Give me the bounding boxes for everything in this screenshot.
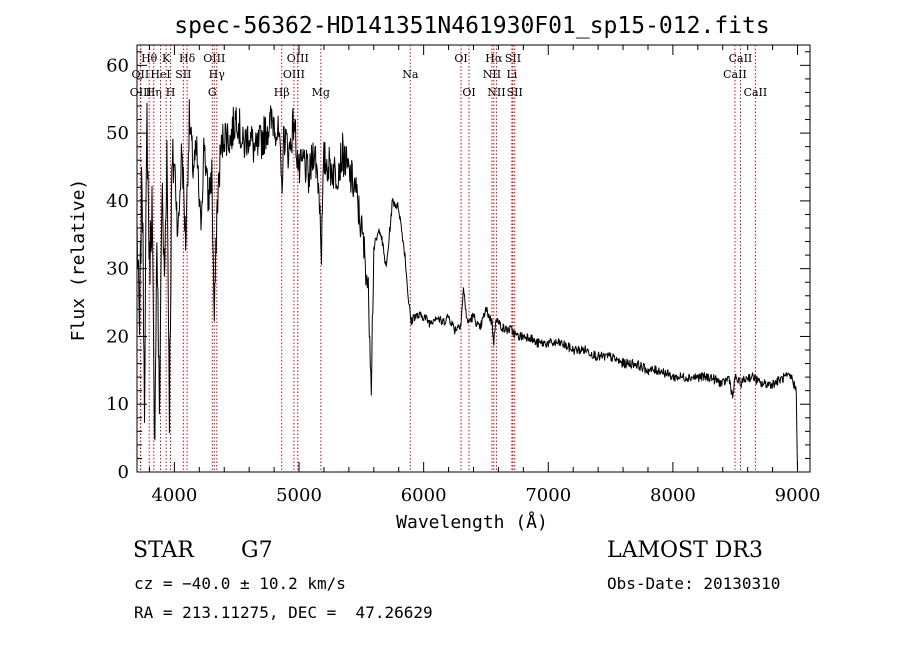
plot-frame	[136, 44, 811, 473]
line-label-9: OIII	[203, 52, 225, 65]
line-label-17: OI	[454, 52, 467, 65]
y-tick-label-6: 60	[106, 55, 129, 76]
line-label-4: HeI	[150, 68, 170, 81]
line-label-15: Mg	[312, 86, 330, 99]
y-tick-label-5: 50	[106, 123, 129, 144]
x-tick-label-2: 6000	[401, 485, 447, 506]
flux-series-line	[136, 99, 798, 473]
line-label-25: CaII	[729, 52, 753, 65]
object-subclass: G7	[241, 538, 273, 563]
line-label-8: Hδ	[179, 52, 196, 65]
line-label-6: H	[166, 86, 176, 99]
axes: 4000 5000 6000 7000 8000 9000 0 10 20 30 40 50 60	[106, 45, 820, 506]
line-label-23: Li	[506, 68, 517, 81]
line-label-18: OI	[462, 86, 475, 99]
survey-name: LAMOST DR3	[607, 538, 763, 563]
line-label-14: OIII	[283, 68, 305, 81]
line-label-19: Hα	[485, 52, 503, 65]
object-type: STAR	[133, 538, 194, 563]
line-label-7: SII	[175, 68, 191, 81]
line-label-12: Hβ	[274, 86, 290, 99]
x-tick-label-5: 9000	[775, 485, 821, 506]
line-label-24: SII	[507, 86, 523, 99]
y-tick-label-0: 0	[118, 462, 129, 483]
line-label-16: Na	[402, 68, 419, 81]
y-axis-label: Flux (relative)	[68, 179, 89, 342]
line-label-5: K	[162, 52, 171, 65]
line-label-21: NII	[487, 86, 505, 99]
y-tick-label-2: 20	[106, 326, 129, 347]
line-label-13: OIII	[287, 52, 309, 65]
x-tick-label-0: 4000	[151, 485, 197, 506]
line-label-11: G	[208, 86, 217, 99]
x-axis-label: Wavelength (Å)	[396, 511, 548, 533]
line-label-22: SII	[505, 52, 521, 65]
y-tick-label-4: 40	[106, 191, 129, 212]
y-tick-label-1: 10	[106, 394, 129, 415]
line-label-3: Hη	[146, 86, 162, 99]
x-tick-label-3: 7000	[525, 485, 571, 506]
x-tick-label-4: 8000	[650, 485, 696, 506]
chart-title: spec-56362-HD141351N461930F01_sp15-012.f…	[174, 13, 769, 39]
spectral-line-markers: HθOIIOIIIHηHeIKHSIIHδOIIIHγGHβOIIIOIIIMg…	[130, 45, 768, 472]
redshift-readout: cz = −40.0 ± 10.2 km/s	[134, 574, 346, 593]
line-label-0: Hθ	[141, 52, 158, 65]
line-label-26: CaII	[723, 68, 747, 81]
line-label-27: CaII	[744, 86, 768, 99]
line-label-10: Hγ	[209, 68, 226, 81]
coordinates: RA = 213.11275, DEC = 47.26629	[134, 603, 433, 622]
obs-date: Obs-Date: 20130310	[607, 574, 781, 593]
x-tick-label-1: 5000	[276, 485, 322, 506]
line-label-20: NII	[483, 68, 501, 81]
y-tick-label-3: 30	[106, 259, 129, 280]
